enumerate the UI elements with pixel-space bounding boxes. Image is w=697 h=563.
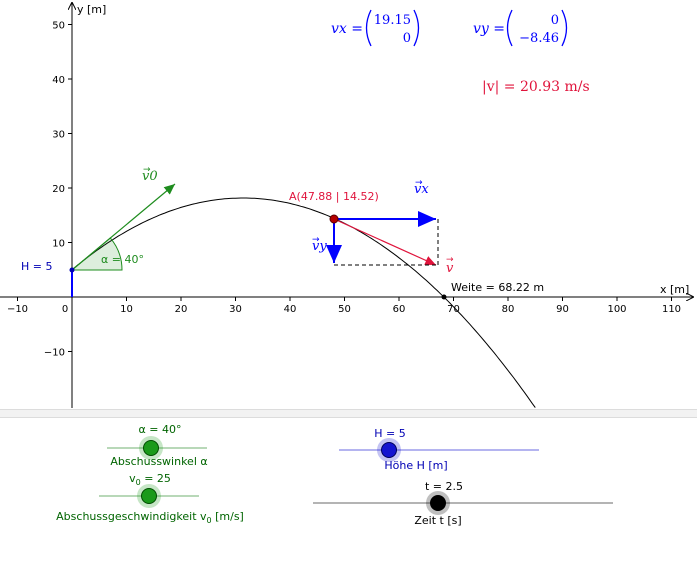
vy-name: vy = [473, 21, 505, 37]
x-tick-label: 110 [662, 304, 681, 315]
t-slider-value: t = 2.5 [424, 480, 464, 493]
v0-label-text: v0 [142, 169, 158, 184]
weite-label: Weite = 68.22 m [451, 281, 544, 294]
vy-label: vy [312, 239, 327, 254]
v-vector [333, 218, 437, 266]
t-slider-knob[interactable] [430, 495, 446, 511]
vx-x-value: 19.15 [374, 13, 411, 28]
x-tick-label: 40 [284, 304, 297, 315]
vx-arrow-mark: → [415, 178, 423, 188]
v0-vector [71, 183, 176, 271]
height-label: H = 5 [21, 260, 52, 273]
v0-slider-name: Abschussgeschwindigkeit v0 [m/s] [56, 510, 244, 526]
alpha-slider-name: Abschusswinkel α [110, 455, 208, 468]
trajectory-curve [71, 197, 536, 408]
x-tick-label: −10 [7, 304, 28, 315]
panel-separator [0, 409, 697, 418]
y-tick-label: 10 [52, 239, 65, 250]
t-slider-name: Zeit t [s] [414, 514, 462, 527]
plot-canvas: −10 0 10 20 30 40 50 60 70 80 90 100 110 50 40 30 20 10 −1… [0, 0, 697, 408]
x-tick-label: 10 [120, 304, 133, 315]
y-tick-label: 50 [52, 21, 65, 32]
vx-column-vector: vx = 19.15 0 [331, 9, 420, 47]
h-slider-name: Höhe H [m] [384, 459, 448, 472]
speed-readout: |v| = 20.93 m/s [482, 79, 590, 95]
vx-name: vx = [331, 21, 363, 37]
vy-arrow-mark: → [312, 235, 320, 245]
vx-label: vx [414, 182, 429, 197]
x-tick-label: 50 [338, 304, 351, 315]
graphics-view[interactable]: −10 0 10 20 30 40 50 60 70 80 90 100 110 50 40 30 20 10 −1… [0, 0, 697, 410]
h-slider-value: H = 5 [374, 427, 406, 440]
x-tick-label: 30 [229, 304, 242, 315]
x-tick-label: 90 [556, 304, 569, 315]
x-tick-label: 0 [62, 304, 68, 315]
v-arrow-mark: → [446, 255, 454, 265]
y-tick-label: −10 [44, 348, 65, 359]
y-axis-label: y [m] [77, 3, 106, 16]
x-tick-label: 100 [607, 304, 626, 315]
landing-point [441, 294, 447, 300]
start-point [69, 267, 75, 273]
x-axis-label: x [m] [660, 283, 689, 296]
x-tick-label: 60 [393, 304, 406, 315]
v-label: v [446, 261, 454, 276]
x-tick-label: 70 [447, 304, 460, 315]
t-slider-track[interactable] [313, 502, 613, 504]
y-tick-label: 30 [52, 130, 65, 141]
vx-y-value: 0 [403, 31, 411, 46]
vy-y-value: −8.46 [519, 31, 559, 46]
y-tick-label: 20 [52, 184, 65, 195]
v0-label: v0 [142, 169, 158, 184]
h-slider-track[interactable] [339, 449, 539, 451]
alpha-slider-knob[interactable] [143, 440, 159, 456]
angle-label: α = 40° [101, 253, 144, 266]
h-slider-knob[interactable] [381, 442, 397, 458]
point-a[interactable] [329, 214, 339, 224]
v0-arrow-mark: → [143, 165, 151, 175]
axis-ticks: −10 0 10 20 30 40 50 60 70 80 90 100 110 50 40 30 20 10 −1… [7, 21, 681, 359]
v0-slider-value: v0 = 25 [129, 472, 171, 488]
vy-column-vector: vy = 0 −8.46 [473, 9, 568, 47]
v0-slider-knob[interactable] [141, 488, 157, 504]
point-a-label: A(47.88 | 14.52) [289, 190, 379, 203]
alpha-slider-value: α = 40° [138, 423, 182, 436]
y-tick-label: 40 [52, 75, 65, 86]
x-tick-label: 20 [175, 304, 188, 315]
x-tick-label: 80 [502, 304, 515, 315]
vy-x-value: 0 [551, 13, 559, 28]
